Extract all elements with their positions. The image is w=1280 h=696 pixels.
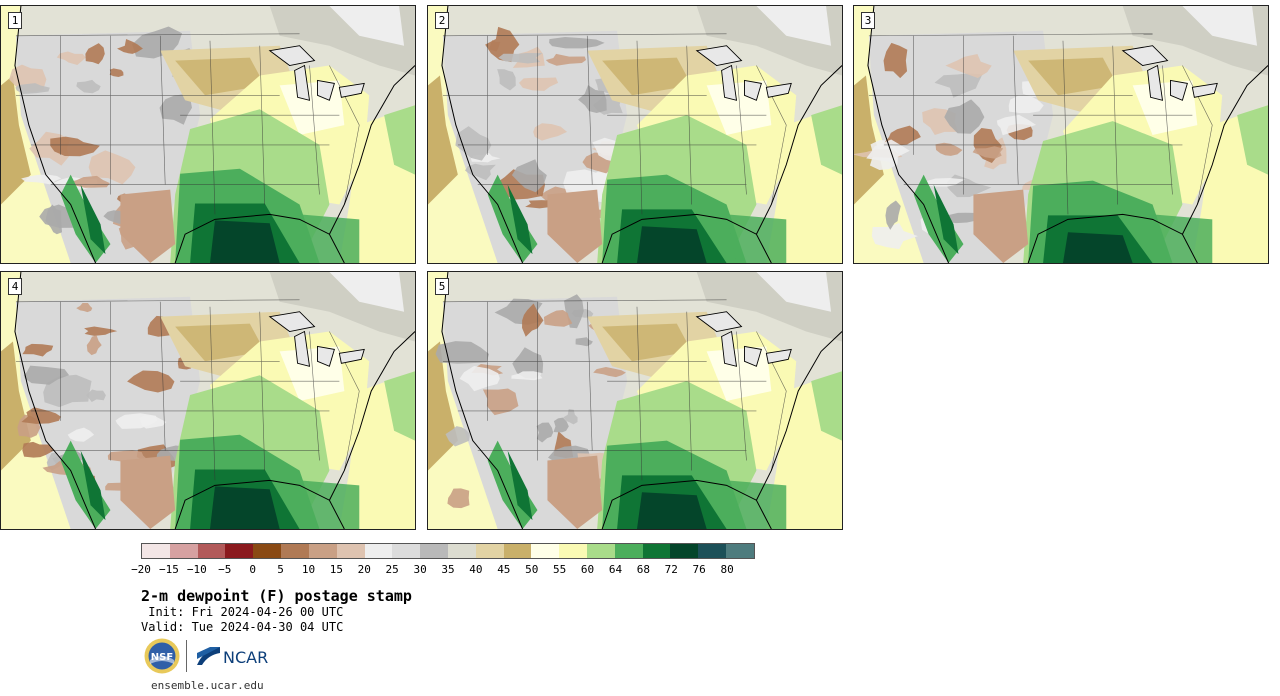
panel-number: 1 bbox=[8, 12, 22, 29]
panel-number: 4 bbox=[8, 278, 22, 295]
colorbar-tick-label: 80 bbox=[720, 563, 734, 576]
colorbar-swatch bbox=[447, 544, 476, 558]
colorbar-tick-label: 55 bbox=[553, 563, 567, 576]
panel-number: 5 bbox=[435, 278, 449, 295]
colorbar-tick-label: 20 bbox=[357, 563, 371, 576]
colorbar-tick-label: −10 bbox=[186, 563, 207, 576]
colorbar-swatch bbox=[670, 544, 699, 558]
colorbar-swatch bbox=[253, 544, 282, 558]
logo-divider bbox=[186, 640, 187, 672]
colorbar-swatch bbox=[587, 544, 615, 558]
page-title: 2-m dewpoint (F) postage stamp bbox=[141, 587, 412, 605]
colorbar-tick-label: 15 bbox=[329, 563, 343, 576]
dewpoint-map bbox=[1, 6, 415, 263]
colorbar-tick-label: 0 bbox=[249, 563, 256, 576]
colorbar-tick-label: 10 bbox=[301, 563, 316, 576]
colorbar-swatch bbox=[336, 544, 365, 558]
map-panel-1[interactable]: 1 bbox=[0, 5, 416, 264]
colorbar-swatch bbox=[614, 544, 643, 558]
colorbar-tick-label: 5 bbox=[277, 563, 284, 576]
colorbar-swatch bbox=[225, 544, 254, 558]
colorbar-tick-label: 45 bbox=[497, 563, 511, 576]
colorbar-swatch bbox=[531, 544, 560, 558]
colorbar-tick-label: 35 bbox=[441, 563, 455, 576]
ncar-logo-icon[interactable]: NCAR bbox=[196, 643, 276, 669]
colorbar-swatch bbox=[308, 544, 337, 558]
colorbar-swatch bbox=[364, 544, 393, 558]
map-panel-2[interactable]: 2 bbox=[427, 5, 843, 264]
dewpoint-map bbox=[854, 6, 1268, 263]
colorbar-tick-label: 50 bbox=[525, 563, 539, 576]
site-url[interactable]: ensemble.ucar.edu bbox=[151, 679, 264, 692]
colorbar-swatch bbox=[559, 544, 587, 558]
colorbar-swatch bbox=[197, 544, 226, 558]
colorbar-swatch bbox=[420, 544, 448, 558]
logo-strip: NSF NCAR bbox=[144, 638, 284, 676]
map-panel-5[interactable]: 5 bbox=[427, 271, 843, 530]
valid-time: Valid: Tue 2024-04-30 04 UTC bbox=[141, 620, 344, 634]
colorbar-tick-label: 72 bbox=[664, 563, 678, 576]
colorbar-swatch bbox=[392, 544, 421, 558]
dewpoint-map bbox=[428, 272, 842, 529]
colorbar-tick-label: 76 bbox=[692, 563, 706, 576]
colorbar-swatch bbox=[726, 544, 754, 558]
init-time: Init: Fri 2024-04-26 00 UTC bbox=[141, 605, 344, 619]
colorbar-swatch bbox=[503, 544, 532, 558]
colorbar-tick-label: 68 bbox=[636, 563, 650, 576]
colorbar-swatch bbox=[169, 544, 198, 558]
colorbar bbox=[141, 543, 755, 559]
colorbar-swatch bbox=[642, 544, 671, 558]
map-panel-4[interactable]: 4 bbox=[0, 271, 416, 530]
colorbar-ticks: −20 −15 −10 −5 0 5 10 15 20 25 30 35 40 45 50 55 60 64 68 7… bbox=[131, 563, 755, 577]
dewpoint-map bbox=[428, 6, 842, 263]
colorbar-swatch bbox=[698, 544, 727, 558]
colorbar-swatch bbox=[475, 544, 504, 558]
panel-number: 2 bbox=[435, 12, 449, 29]
colorbar-tick-label: −5 bbox=[218, 563, 232, 576]
colorbar-tick-label: 60 bbox=[580, 563, 595, 576]
nsf-logo-icon[interactable]: NSF bbox=[144, 638, 180, 674]
colorbar-swatch bbox=[281, 544, 309, 558]
map-panel-3[interactable]: 3 bbox=[853, 5, 1269, 264]
dewpoint-map bbox=[1, 272, 415, 529]
colorbar-swatch bbox=[142, 544, 170, 558]
ncar-logo-text: NCAR bbox=[223, 648, 268, 667]
panel-number: 3 bbox=[861, 12, 875, 29]
colorbar-tick-label: 40 bbox=[469, 563, 483, 576]
nsf-logo-text: NSF bbox=[151, 652, 173, 663]
colorbar-tick-label: 64 bbox=[608, 563, 623, 576]
colorbar-tick-label: −15 bbox=[158, 563, 179, 576]
colorbar-tick-label: 30 bbox=[413, 563, 427, 576]
colorbar-tick-label: −20 bbox=[131, 563, 151, 576]
colorbar-tick-label: 25 bbox=[385, 563, 399, 576]
